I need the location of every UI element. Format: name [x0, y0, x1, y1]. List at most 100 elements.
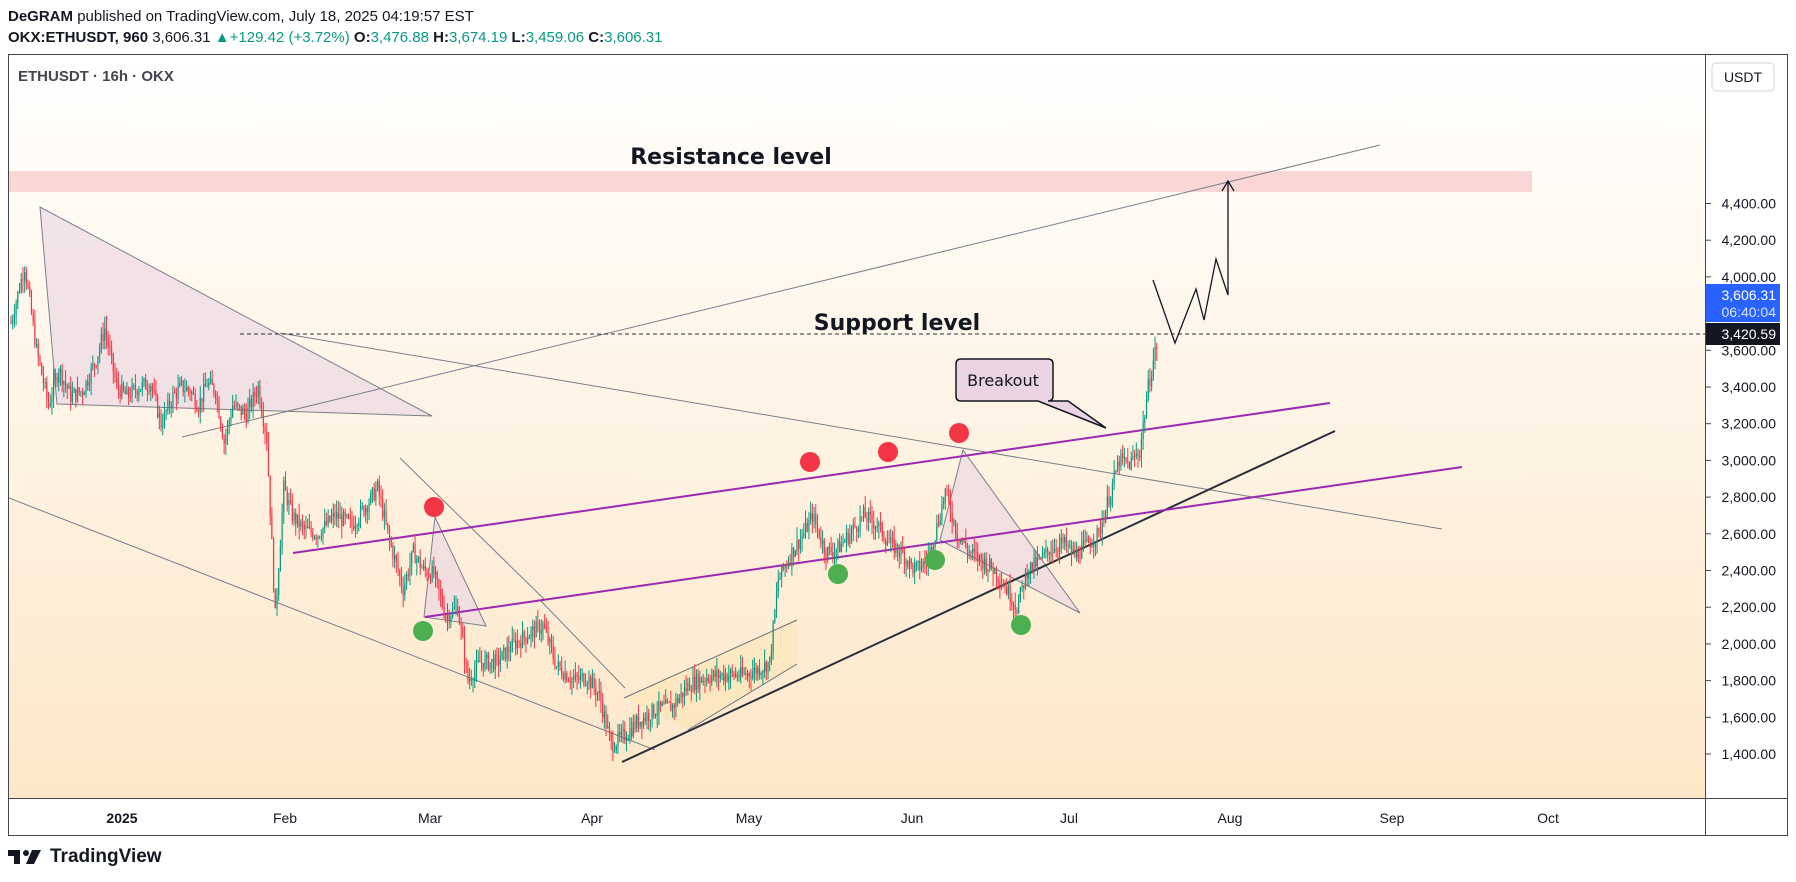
candle-body: [584, 684, 587, 686]
candle-body: [527, 638, 529, 643]
candle-body: [1110, 497, 1112, 506]
candle-body: [586, 683, 588, 685]
candle-body: [931, 547, 933, 553]
candle-body: [649, 720, 651, 722]
candle-body: [153, 390, 155, 392]
candle-body: [1147, 379, 1149, 400]
candle-body: [24, 272, 26, 281]
candle-body: [64, 381, 67, 386]
close-label: C:: [588, 29, 605, 46]
candle-body: [475, 660, 478, 671]
candle-body: [864, 507, 866, 518]
candle-body: [554, 658, 556, 667]
candle-body: [271, 515, 273, 540]
candle-body: [284, 480, 287, 491]
symbol-label[interactable]: OKX:ETHUSDT, 960: [8, 29, 149, 46]
candle-body: [724, 674, 726, 681]
candle-body: [564, 672, 566, 680]
candle-body: [1130, 457, 1132, 470]
candle-body: [700, 677, 703, 683]
candle-body: [423, 566, 425, 568]
candle-body: [1077, 550, 1079, 559]
candle-body: [688, 683, 691, 691]
candle-body: [281, 512, 283, 547]
candle-body: [552, 646, 554, 659]
candle-body: [774, 610, 776, 623]
candle-body: [746, 673, 749, 676]
candle-body: [308, 526, 310, 528]
candle-body: [716, 670, 718, 678]
candle-body: [34, 321, 36, 346]
candle-body: [469, 679, 471, 682]
candle-body: [128, 388, 130, 397]
candle-body: [66, 385, 68, 389]
candle-body: [1048, 552, 1050, 556]
candle-body: [196, 407, 198, 411]
candle-body: [243, 408, 246, 414]
candle-body: [946, 488, 948, 490]
candle-body: [463, 637, 466, 663]
candle-body: [542, 623, 544, 631]
candle-body: [206, 386, 208, 388]
candle-body: [295, 512, 297, 524]
candle-body: [516, 640, 518, 649]
candle-body: [665, 700, 667, 704]
candle-body: [266, 432, 268, 443]
candle-body: [203, 383, 205, 403]
candle-body: [1139, 456, 1141, 458]
time-axis[interactable]: 2025 Feb Mar Apr May Jun Jul Aug Sep Oct: [106, 810, 1559, 826]
breakout-label: Breakout: [967, 371, 1039, 390]
candle-body: [63, 381, 65, 385]
tradingview-logo-icon: [8, 850, 41, 864]
time-tick-label: Apr: [581, 810, 603, 826]
breakout-callout[interactable]: Breakout: [955, 358, 1107, 429]
candle-body: [208, 382, 210, 387]
candle-body: [199, 398, 201, 413]
candle-body: [1012, 604, 1015, 606]
candle-body: [874, 526, 877, 529]
author-name[interactable]: DeGRAM: [8, 8, 74, 25]
candle-body: [796, 539, 798, 551]
candle-body: [419, 557, 421, 568]
candle-body: [498, 655, 500, 665]
last-price-value: 3,606.31: [1722, 287, 1777, 303]
candle-body: [160, 413, 162, 428]
candle-body: [520, 642, 522, 648]
candle-body: [73, 389, 75, 393]
candle-body: [175, 392, 177, 399]
candle-body: [642, 717, 645, 727]
red-marker: [949, 423, 969, 443]
candle-body: [781, 564, 783, 578]
open-value: 3,476.88: [370, 29, 429, 46]
candle-body: [569, 681, 571, 683]
candle-body: [627, 738, 629, 741]
candle-body: [1050, 552, 1052, 556]
candle-body: [470, 679, 472, 682]
candle-body: [1127, 460, 1129, 462]
long-rising-line: [181, 144, 1381, 438]
candle-body: [1024, 571, 1027, 589]
candle-body: [233, 406, 235, 408]
candle-body: [209, 378, 212, 383]
candle-body: [339, 514, 341, 519]
currency-box[interactable]: USDT: [1711, 62, 1775, 92]
candle-body: [341, 514, 343, 526]
candle-body: [329, 516, 331, 522]
candle-body: [866, 517, 868, 522]
tradingview-logo[interactable]: TradingView: [8, 846, 162, 868]
candle-body: [721, 673, 723, 676]
candle-body: [1036, 557, 1039, 567]
candle-body: [288, 500, 290, 506]
candle-body: [968, 552, 970, 554]
candle-body: [353, 525, 355, 530]
candle-body: [675, 698, 677, 708]
projected-move: [1152, 181, 1229, 345]
candle-body: [334, 512, 336, 518]
candle-body: [1067, 545, 1069, 547]
candle-body: [434, 572, 437, 575]
candle-body: [1031, 562, 1033, 571]
candle-body: [1023, 585, 1025, 589]
candle-body: [1070, 544, 1073, 554]
candle-body: [748, 673, 750, 677]
